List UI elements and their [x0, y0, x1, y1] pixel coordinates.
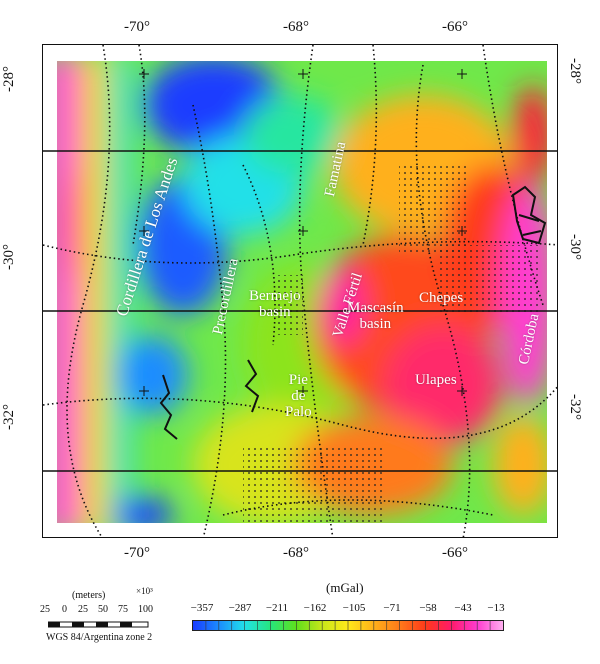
x-tick-bottom-3: -66° — [442, 545, 468, 561]
x-tick-top-1: -70° — [124, 19, 150, 35]
scale-tick-4: 50 — [98, 604, 108, 615]
projection-label: WGS 84/Argentina zone 2 — [46, 632, 153, 643]
cb-label-8: −43 — [454, 602, 472, 614]
station-clusters — [159, 185, 547, 440]
label-chepes: Chepes — [419, 290, 464, 306]
y-tick-right-3: -32° — [567, 394, 583, 420]
label-pie-line1: Pie — [288, 372, 308, 388]
scale-tick-3: 25 — [78, 604, 88, 615]
cb-label-2: −287 — [228, 602, 252, 614]
cb-label-4: −162 — [303, 602, 327, 614]
y-tick-right-2: -30° — [567, 234, 583, 260]
x-tick-top-3: -66° — [442, 19, 468, 35]
label-ulapes: Ulapes — [415, 372, 457, 388]
y-tick-left-2: -30° — [1, 244, 17, 270]
cb-label-1: −357 — [190, 602, 214, 614]
cb-label-5: −105 — [342, 602, 366, 614]
anomaly-field — [43, 45, 557, 537]
colorbar — [192, 620, 504, 631]
y-tick-left-1: -28° — [1, 66, 17, 92]
scale-tick-6: 100 — [138, 604, 153, 615]
y-tick-right-1: -28° — [567, 58, 583, 84]
graticule-crosses — [139, 69, 467, 396]
label-mascasin-line2: basin — [359, 315, 392, 332]
scale-bar-graphic — [48, 621, 149, 628]
colorbar-unit: (mGal) — [326, 580, 364, 595]
x-tick-bottom-2: -68° — [283, 545, 309, 561]
label-pie-de-palo: Pie de Palo — [285, 372, 312, 420]
label-pie-line2: de — [291, 387, 306, 404]
scale-tick-5: 75 — [118, 604, 128, 615]
label-bermejo-basin: Bermejo basin — [249, 288, 301, 321]
label-bermejo-line1: Bermejo — [249, 288, 301, 304]
x-tick-top-2: -68° — [283, 19, 309, 35]
station-dots — [243, 165, 539, 525]
scale-tick-1: 25 — [40, 604, 50, 615]
survey-lines — [43, 45, 557, 537]
scale-bar: (meters) ×10³ 25 0 25 50 75 100 WGS 84/A… — [40, 586, 162, 650]
label-mascasin-basin: Mascasín basin — [347, 300, 404, 333]
scale-tick-2: 0 — [62, 604, 67, 615]
label-bermejo-line2: basin — [258, 303, 291, 320]
cb-label-6: −71 — [383, 602, 401, 614]
colorbar-ticks — [205, 621, 491, 630]
cb-label-9: −13 — [487, 602, 505, 614]
scale-multiplier: ×10³ — [136, 586, 153, 596]
label-mascasin-line1: Mascasín — [347, 300, 404, 316]
cb-label-7: −58 — [419, 602, 437, 614]
y-tick-left-3: -32° — [1, 404, 17, 430]
graticule — [43, 150, 557, 472]
x-tick-bottom-1: -70° — [124, 545, 150, 561]
label-pie-line3: Palo — [285, 403, 312, 420]
gravity-anomaly-map: Cordillera de Los Andes Precordillera Fa… — [42, 44, 558, 538]
scale-units: (meters) — [72, 590, 106, 601]
cb-label-3: −211 — [265, 602, 289, 614]
